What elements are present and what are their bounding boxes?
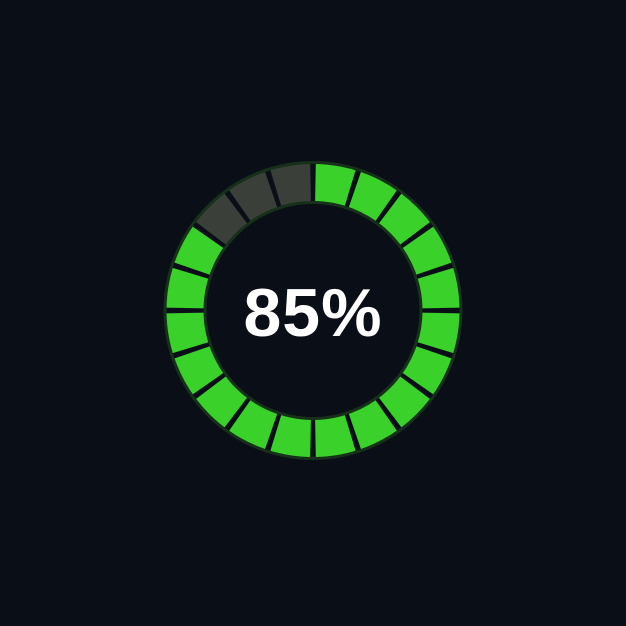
gauge-segment <box>165 267 210 308</box>
gauge-segment <box>416 313 461 354</box>
gauge-segment <box>416 267 461 308</box>
gauge-segment <box>270 414 311 459</box>
canvas: 85% <box>0 0 626 626</box>
gauge-segment <box>270 163 311 208</box>
gauge-segment <box>315 163 356 208</box>
gauge-segment <box>315 414 356 459</box>
gauge-segment <box>165 313 210 354</box>
percent-label: 85% <box>243 274 382 352</box>
